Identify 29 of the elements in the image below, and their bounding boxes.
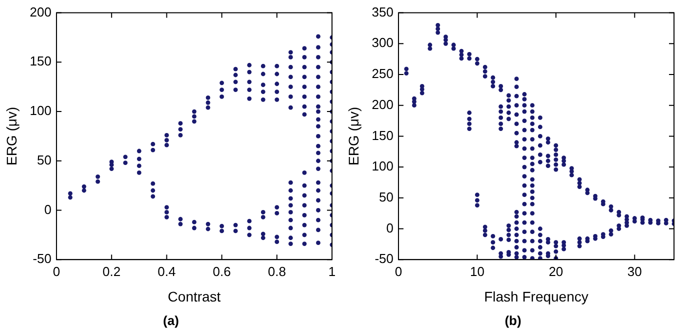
- y-axis-title: ERG (μv): [345, 106, 362, 166]
- y-axis-title: ERG (μv): [3, 106, 20, 166]
- y-tick-label: 150: [372, 128, 394, 143]
- x-tick-label: 20: [548, 264, 564, 279]
- y-tick-label: 50: [379, 189, 394, 204]
- x-tick-label: 1: [328, 264, 336, 279]
- y-tick-label: 0: [386, 220, 394, 236]
- y-tick-label: 250: [372, 66, 394, 82]
- x-tick-label: 0.8: [268, 264, 286, 279]
- x-axis-title: Contrast: [168, 288, 221, 304]
- y-tick-label: 200: [372, 96, 394, 112]
- x-tick-label: 30: [627, 264, 642, 279]
- y-tick-label: -50: [374, 251, 394, 266]
- x-axis-title: Flash Frequency: [484, 288, 588, 304]
- y-tick-label: -50: [32, 251, 52, 266]
- text: (b): [504, 313, 522, 328]
- text: (a): [162, 313, 180, 328]
- y-tick-label: 50: [37, 152, 52, 168]
- x-tick-label: 0.2: [102, 264, 121, 279]
- x-tick-label: 10: [470, 264, 484, 279]
- x-tick-label: 0.6: [212, 264, 231, 279]
- y-tick-label: 150: [30, 54, 52, 69]
- y-tick-label: 350: [372, 4, 394, 20]
- y-tick-label: 0: [44, 202, 52, 217]
- y-tick-label: 100: [30, 103, 52, 118]
- y-tick-label: 300: [372, 35, 394, 50]
- x-tick-label: 0.4: [158, 264, 176, 279]
- y-tick-label: 200: [30, 4, 52, 20]
- y-tick-label: 100: [372, 158, 394, 174]
